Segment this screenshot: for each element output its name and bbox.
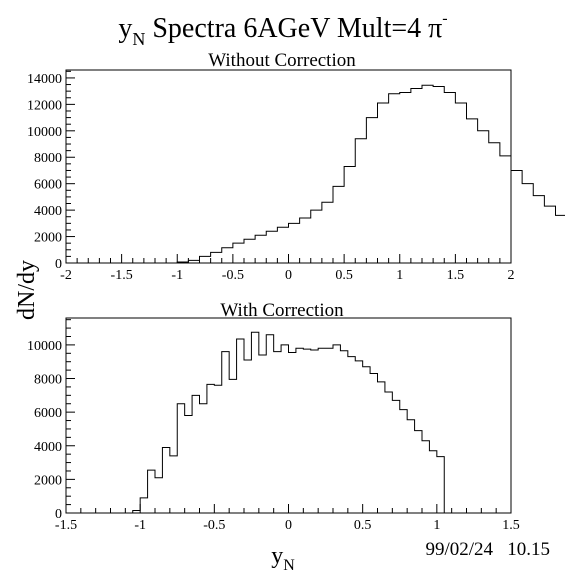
x-tick-label: -1.5	[111, 268, 133, 283]
x-tick-labels: -2 -1.5 -1 -0.5 0 0.5 1 1.5 2	[60, 268, 514, 283]
x-tick-label: -1	[171, 268, 183, 283]
y-tick-label: 8000	[34, 373, 62, 388]
y-tick-labels: 0 2000 4000 6000 8000 10000 12000 14000	[27, 72, 62, 272]
timestamp: 99/02/24 10.15	[425, 539, 550, 560]
x-tick-label: -2	[60, 268, 72, 283]
panel-title-with-correction: With Correction	[220, 300, 344, 321]
title-superscript: -	[442, 10, 447, 27]
chart-panel-with-correction: With Correction 0 2000 4000 6000 8000 10000 -…	[27, 300, 520, 533]
y-tick-label: 2000	[34, 231, 62, 246]
y-tick-label: 10000	[27, 339, 62, 354]
panel-title-without-correction: Without Correction	[208, 50, 356, 71]
x-tick-label: -1	[134, 518, 146, 533]
figure-title: yN Spectra 6AGeV Mult=4 π-	[118, 10, 447, 49]
title-y: y	[118, 13, 132, 44]
x-axis-label: yN	[271, 543, 295, 574]
x-label-subscript: N	[283, 557, 295, 574]
histogram-with-correction	[132, 331, 445, 513]
x-tick-label: 0.5	[354, 518, 372, 533]
y-tick-label: 10000	[27, 125, 62, 140]
x-label-y: y	[271, 543, 283, 569]
y-tick-label: 4000	[34, 204, 62, 219]
axis-ticks	[65, 70, 512, 264]
axis-ticks	[65, 319, 512, 514]
x-tick-label: -0.5	[222, 268, 244, 283]
x-tick-label: 0.5	[335, 268, 353, 283]
y-tick-label: 0	[55, 507, 62, 522]
x-tick-label: 1	[396, 268, 403, 283]
x-tick-label: 1	[433, 518, 440, 533]
chart-panel-without-correction: Without Correction 0 2000 4000 6000 8000 1000…	[27, 50, 565, 283]
y-tick-label: 6000	[34, 178, 62, 193]
y-tick-label: 0	[55, 257, 62, 272]
x-tick-label: 0	[285, 268, 292, 283]
y-tick-label: 8000	[34, 151, 62, 166]
title-text: Spectra 6AGeV Mult=4 π	[145, 13, 442, 44]
y-tick-label: 4000	[34, 440, 62, 455]
x-tick-label: -0.5	[203, 518, 225, 533]
x-tick-labels: -1.5 -1 -0.5 0 0.5 1 1.5	[55, 518, 520, 533]
x-tick-label: 1.5	[447, 268, 465, 283]
title-subscript: N	[132, 29, 145, 49]
y-tick-labels: 0 2000 4000 6000 8000 10000	[27, 339, 62, 522]
x-tick-label: -1.5	[55, 518, 77, 533]
y-tick-label: 2000	[34, 473, 62, 488]
y-axis-label: dN/dy	[14, 260, 40, 320]
x-tick-label: 2	[508, 268, 515, 283]
plot-frame	[65, 69, 512, 264]
y-tick-label: 6000	[34, 406, 62, 421]
x-tick-label: 1.5	[502, 518, 520, 533]
x-tick-label: 0	[285, 518, 292, 533]
y-tick-label: 12000	[27, 98, 62, 113]
y-tick-label: 14000	[27, 72, 62, 87]
histogram-without-correction	[176, 84, 565, 263]
